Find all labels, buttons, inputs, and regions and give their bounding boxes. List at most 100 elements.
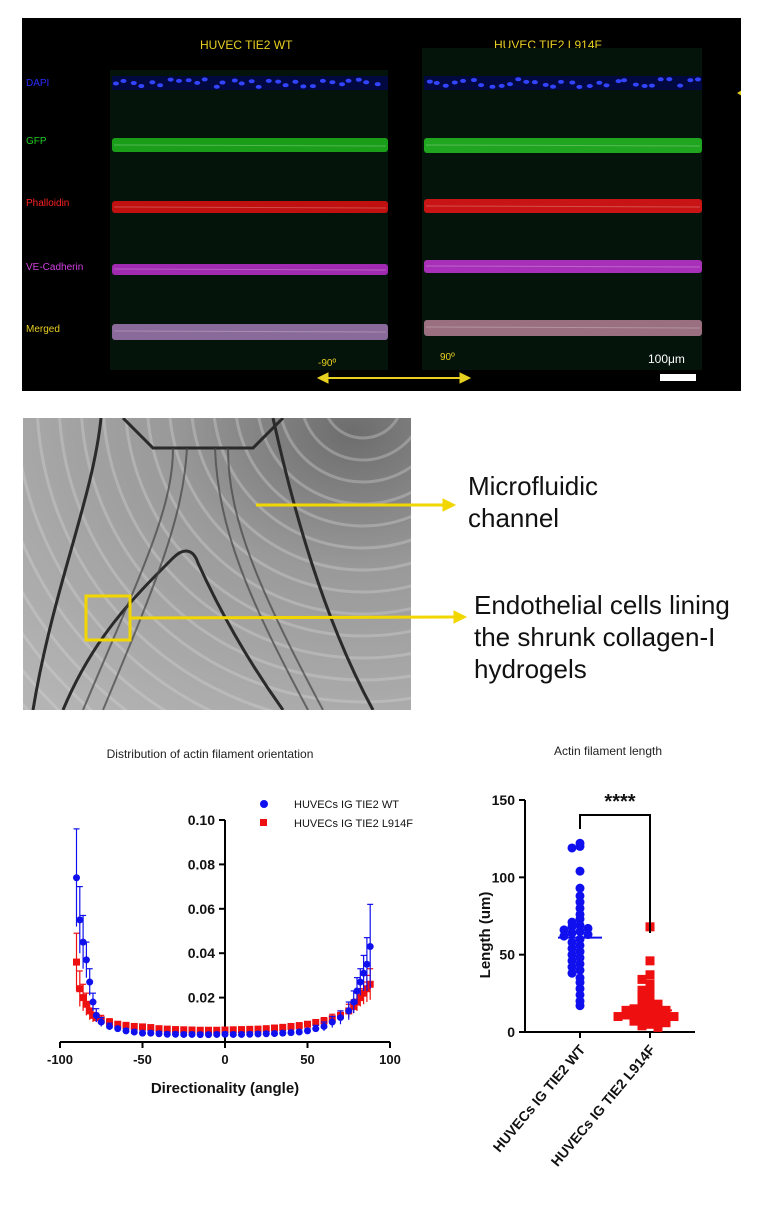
data-point-mutant — [229, 1026, 237, 1034]
data-point-mutant — [653, 999, 663, 1009]
data-point-mutant — [73, 958, 80, 966]
data-point-wt — [89, 998, 97, 1006]
data-point-mutant — [645, 995, 655, 1005]
data-point-wt — [567, 956, 577, 966]
significance-label: **** — [604, 791, 635, 813]
data-point-mutant — [645, 1001, 655, 1011]
data-point-wt — [97, 1018, 105, 1026]
data-point-mutant — [637, 974, 647, 984]
data-point-mutant — [645, 988, 655, 998]
data-point-wt — [254, 1030, 262, 1038]
data-point-wt — [575, 1001, 585, 1011]
col-header-wt: HUVEC TIE2 WT — [200, 38, 293, 52]
data-point-mutant — [629, 1016, 639, 1026]
channel-label-vecadherin: VE-Cadherin — [26, 262, 84, 273]
data-point-mutant — [637, 1002, 647, 1012]
data-point-wt — [188, 1030, 196, 1038]
data-point-mutant — [304, 1020, 311, 1028]
data-point-mutant — [360, 989, 368, 997]
data-point-wt — [567, 968, 577, 978]
data-point-wt — [575, 891, 585, 901]
data-point-wt — [575, 920, 585, 930]
y-tick-label: 0 — [507, 1024, 515, 1040]
legend-mutant-label: HUVECs IG TIE2 L914F — [294, 818, 413, 830]
x-axis-title: Directionality (angle) — [151, 1080, 299, 1097]
data-point-mutant — [271, 1024, 278, 1032]
angle-right-label: 90º — [440, 352, 455, 363]
channel-label-merged: Merged — [26, 324, 60, 335]
data-point-wt — [213, 1030, 221, 1038]
channel-label-dapi: DAPI — [26, 78, 50, 89]
data-point-mutant — [155, 1025, 163, 1033]
data-point-wt — [575, 947, 585, 957]
data-point-wt — [567, 928, 577, 938]
data-point-wt — [238, 1030, 245, 1038]
data-point-wt — [114, 1025, 122, 1033]
y-tick-label: 0.06 — [188, 901, 215, 917]
x-tick-label: 100 — [379, 1052, 401, 1067]
merged-strip-wt — [112, 324, 388, 340]
data-point-mutant — [295, 1022, 303, 1030]
y-axis-title: Length (um) — [477, 892, 494, 979]
data-point-wt — [147, 1029, 155, 1037]
y-tick-label: 0.02 — [188, 990, 215, 1006]
legend-mutant-marker — [260, 819, 267, 826]
data-point-mutant — [213, 1026, 221, 1034]
data-point-mutant — [188, 1026, 196, 1034]
data-point-mutant — [180, 1026, 188, 1034]
data-point-mutant — [246, 1025, 254, 1033]
data-point-wt — [76, 916, 84, 924]
data-point-mutant — [661, 1018, 671, 1028]
data-point-mutant — [613, 1012, 623, 1022]
data-point-mutant — [147, 1024, 155, 1032]
data-point-wt — [328, 1018, 336, 1026]
channel-label-gfp: GFP — [26, 136, 47, 147]
data-point-mutant — [637, 1013, 647, 1023]
data-point-wt — [180, 1030, 188, 1038]
data-point-wt — [337, 1014, 344, 1022]
data-point-mutant — [637, 1021, 647, 1031]
channel-label-phalloidin: Phalloidin — [26, 198, 70, 209]
data-point-wt — [163, 1030, 171, 1038]
data-point-mutant — [196, 1026, 204, 1034]
data-point-wt — [567, 950, 577, 960]
x-tick-label: -50 — [133, 1052, 152, 1067]
y-tick-label: 0.04 — [188, 945, 215, 961]
data-point-wt — [122, 1027, 130, 1035]
data-point-mutant — [637, 991, 647, 1001]
data-point-mutant — [637, 1007, 647, 1017]
data-point-wt — [92, 1011, 100, 1019]
data-point-mutant — [139, 1023, 146, 1031]
data-point-wt — [246, 1030, 254, 1038]
data-point-mutant — [122, 1021, 130, 1029]
data-point-wt — [345, 1007, 353, 1015]
data-point-mutant — [221, 1026, 229, 1034]
data-point-wt — [271, 1030, 278, 1038]
data-point-wt — [221, 1030, 229, 1038]
data-point-mutant — [629, 1004, 639, 1014]
legend-wt-marker — [260, 800, 268, 808]
data-point-mutant — [645, 982, 655, 992]
data-point-wt — [575, 841, 585, 851]
data-point-wt — [567, 843, 577, 853]
brightfield-picture — [23, 418, 411, 710]
data-point-wt — [172, 1030, 179, 1038]
data-point-mutant — [645, 1013, 655, 1023]
data-point-mutant — [130, 1022, 138, 1030]
data-point-wt — [575, 959, 585, 969]
data-point-mutant — [637, 985, 647, 995]
data-point-wt — [559, 925, 569, 935]
phalloidin-strip-wt — [112, 201, 388, 213]
data-point-wt — [353, 987, 361, 995]
y-tick-label: 50 — [499, 947, 515, 963]
data-point-wt — [106, 1022, 113, 1030]
data-point-mutant — [653, 1004, 663, 1014]
data-point-mutant — [629, 1008, 639, 1018]
data-point-wt — [575, 914, 585, 924]
data-point-wt — [575, 926, 585, 936]
data-point-mutant — [76, 985, 84, 993]
chart-orientation: HUVECs IG TIE2 WT HUVECs IG TIE2 L914F D… — [47, 799, 413, 1097]
chart-orientation-title: Distribution of actin filament orientati… — [106, 747, 314, 761]
y-tick-label: 100 — [492, 869, 516, 885]
x-tick-label: 50 — [300, 1052, 314, 1067]
